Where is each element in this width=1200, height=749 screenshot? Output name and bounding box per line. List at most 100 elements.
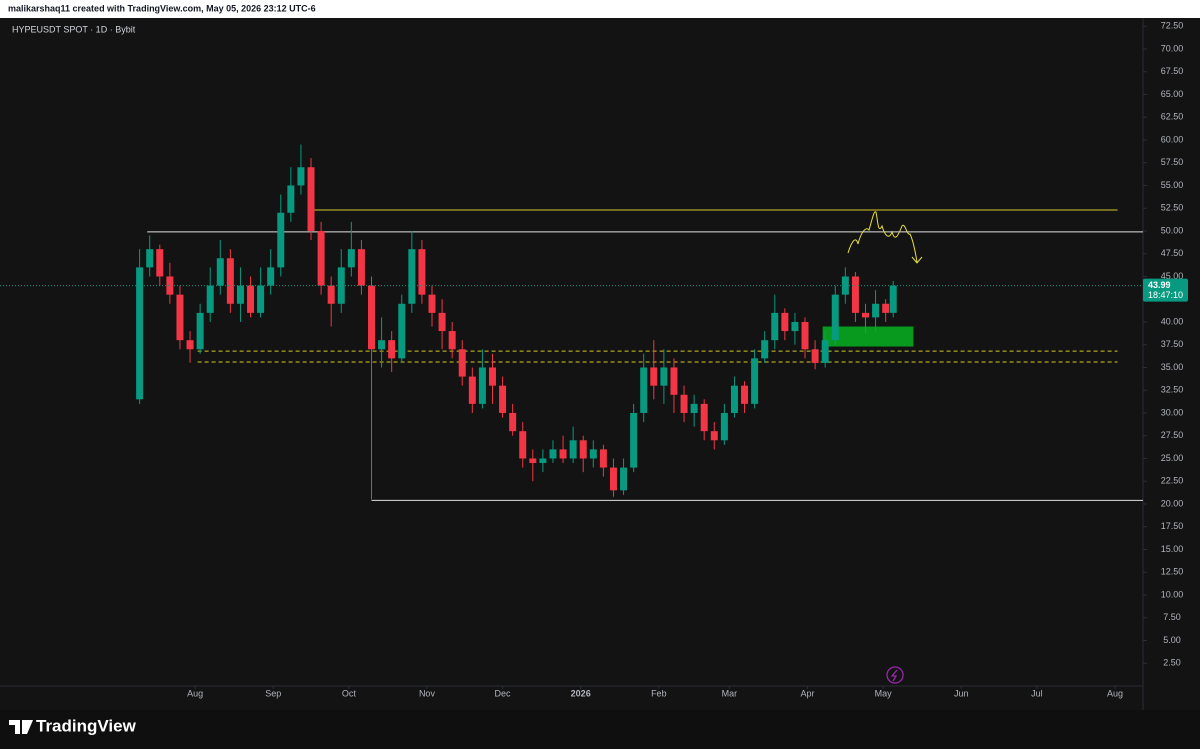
candle-body	[730, 385, 738, 413]
brand-logo	[9, 720, 33, 734]
plot-area	[0, 144, 1143, 501]
y-tick-label: 2.50	[1163, 658, 1181, 668]
candle-body	[650, 367, 658, 386]
candle-body	[811, 349, 819, 363]
candle-body	[509, 412, 517, 432]
y-tick-label: 57.50	[1161, 157, 1184, 167]
candle-body	[640, 367, 648, 413]
candle-body	[761, 340, 769, 359]
y-tick-label: 5.00	[1163, 635, 1181, 645]
candle-body	[297, 167, 305, 186]
candle-body	[267, 267, 275, 286]
candle-body	[771, 312, 779, 341]
candle-body	[146, 249, 154, 268]
y-tick-label: 32.50	[1161, 385, 1184, 395]
candle-body	[347, 249, 355, 268]
y-tick-label: 72.50	[1161, 21, 1184, 31]
x-tick-label: Feb	[651, 688, 667, 698]
countdown-label: 18:47:10	[1148, 290, 1183, 300]
candle-body	[569, 440, 577, 459]
candle-body	[206, 285, 214, 313]
y-tick-label: 45.00	[1161, 271, 1184, 281]
candle-body	[287, 185, 295, 213]
candle-body	[741, 385, 749, 404]
header-text: malikarshaq11 created with TradingView.c…	[8, 3, 316, 13]
candle-body	[277, 212, 285, 268]
candle-body	[630, 412, 638, 468]
candle-body	[710, 431, 718, 441]
candle-body	[166, 276, 174, 295]
y-tick-label: 47.50	[1161, 248, 1184, 258]
y-tick-label: 15.00	[1161, 544, 1184, 554]
header-bar	[0, 0, 1200, 18]
y-tick-label: 22.50	[1161, 476, 1184, 486]
y-tick-label: 52.50	[1161, 203, 1184, 213]
candle-body	[519, 431, 527, 459]
y-tick-label: 50.00	[1161, 225, 1184, 235]
candle-body	[468, 376, 476, 404]
candle-body	[488, 367, 496, 386]
y-tick-label: 12.50	[1161, 567, 1184, 577]
candle-body	[781, 312, 789, 332]
candle-body	[368, 285, 376, 350]
candle-body	[388, 340, 396, 359]
y-tick-label: 25.00	[1161, 453, 1184, 463]
candle-body	[236, 285, 244, 304]
y-tick-label: 10.00	[1161, 589, 1184, 599]
candle-body	[539, 458, 547, 464]
x-tick-label: Aug	[1107, 688, 1123, 698]
y-tick-label: 30.00	[1161, 407, 1184, 417]
y-tick-label: 17.50	[1161, 521, 1184, 531]
candle-body	[690, 403, 698, 413]
candle-body	[458, 349, 466, 377]
x-tick-label: Dec	[495, 688, 512, 698]
candle-body	[428, 294, 436, 313]
candle-body	[841, 276, 849, 295]
candle-body	[257, 285, 265, 313]
candle-body	[378, 340, 386, 350]
candle-body	[851, 276, 859, 313]
x-tick-label: May	[875, 688, 893, 698]
candle-body	[680, 394, 688, 413]
x-tick-label: Apr	[801, 688, 815, 698]
candle-body	[478, 367, 486, 404]
candle-body	[589, 449, 597, 459]
candle-body	[176, 294, 184, 341]
price-label-bg	[1143, 278, 1188, 302]
x-tick-label: Jun	[954, 688, 969, 698]
candle-body	[529, 458, 537, 464]
candle-body	[831, 294, 839, 341]
hand-drawn-path	[847, 211, 923, 264]
candle-body	[660, 367, 668, 386]
y-tick-label: 7.50	[1163, 612, 1181, 622]
candle-body	[889, 285, 897, 313]
candle-body	[196, 312, 204, 350]
candle-body	[862, 312, 870, 318]
candle-body	[337, 267, 345, 304]
candle-body	[791, 321, 799, 332]
candle-body	[247, 285, 255, 313]
brand-name: TradingView	[36, 716, 137, 735]
candle-body	[226, 258, 234, 304]
candle-body	[448, 331, 456, 350]
zone-box	[822, 326, 914, 347]
footer	[0, 710, 1200, 749]
y-tick-label: 37.50	[1161, 339, 1184, 349]
x-tick-label: Oct	[342, 688, 357, 698]
y-tick-label: 55.00	[1161, 180, 1184, 190]
alert-bolt	[890, 669, 898, 682]
candle-body	[186, 340, 194, 350]
x-tick-label: Jul	[1031, 688, 1043, 698]
candle-body	[700, 403, 708, 432]
alert-icon[interactable]	[886, 666, 904, 684]
candle-body	[327, 285, 335, 304]
candle-body	[751, 358, 759, 404]
candle-body	[156, 249, 164, 277]
candle-body	[216, 258, 224, 286]
y-tick-label: 60.00	[1161, 134, 1184, 144]
candle-body	[418, 249, 426, 295]
candle-body	[720, 412, 728, 441]
candle-body	[559, 449, 567, 459]
y-tick-label: 70.00	[1161, 43, 1184, 53]
